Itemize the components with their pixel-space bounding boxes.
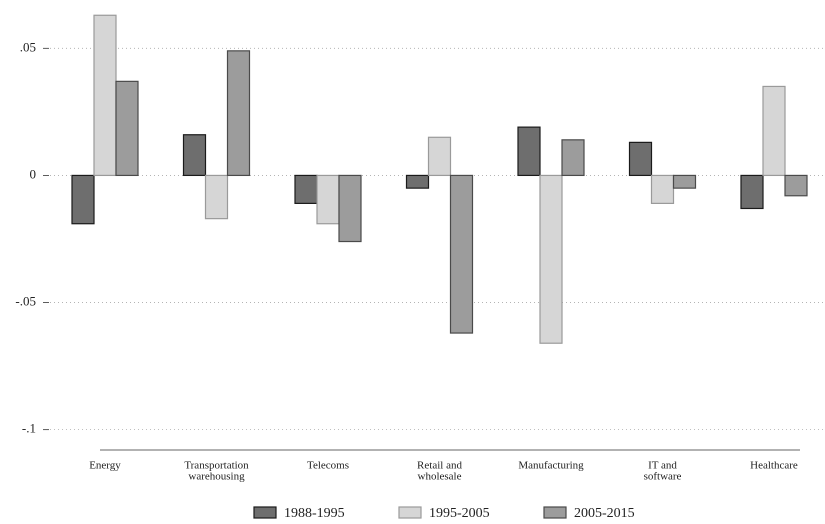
bar — [294, 174, 318, 204]
legend-swatch — [543, 506, 567, 519]
y-tick-label: 0 — [30, 166, 37, 181]
legend-label: 2005-2015 — [574, 506, 635, 521]
x-tick-label: warehousing — [188, 471, 245, 483]
x-tick-label: wholesale — [418, 471, 462, 483]
legend-label: 1988-1995 — [284, 506, 345, 521]
bar — [226, 50, 251, 177]
x-tick-label: Manufacturing — [518, 460, 584, 472]
bar — [517, 126, 541, 177]
bar — [740, 174, 764, 210]
bar — [204, 174, 229, 220]
bar — [539, 174, 563, 344]
bar — [561, 139, 585, 177]
legend-label: 1995-2005 — [429, 506, 490, 521]
x-tick-label: software — [644, 471, 682, 483]
legend-swatch — [398, 506, 422, 519]
x-tick-label: Telecoms — [307, 460, 349, 472]
bar — [338, 174, 362, 243]
x-tick-label: Retail and — [417, 460, 462, 472]
x-tick-label: Energy — [89, 460, 121, 472]
bar — [93, 14, 117, 177]
bar — [650, 174, 675, 204]
x-tick-label: IT and — [648, 460, 677, 472]
y-tick-label: .05 — [20, 39, 36, 54]
bar — [115, 80, 139, 177]
bar — [182, 134, 207, 177]
y-tick-label: -.1 — [22, 421, 36, 436]
bar — [427, 136, 452, 177]
x-tick-label: Transportation — [184, 460, 249, 472]
bar — [672, 174, 697, 189]
bar — [762, 85, 786, 177]
bar — [405, 174, 430, 189]
x-tick-label: Healthcare — [750, 460, 798, 472]
bar — [784, 174, 808, 197]
bar — [449, 174, 474, 334]
legend-swatch — [253, 506, 277, 519]
y-tick-label: -.05 — [15, 294, 36, 309]
bar — [316, 174, 340, 225]
bar — [628, 141, 653, 177]
bar — [71, 174, 95, 225]
